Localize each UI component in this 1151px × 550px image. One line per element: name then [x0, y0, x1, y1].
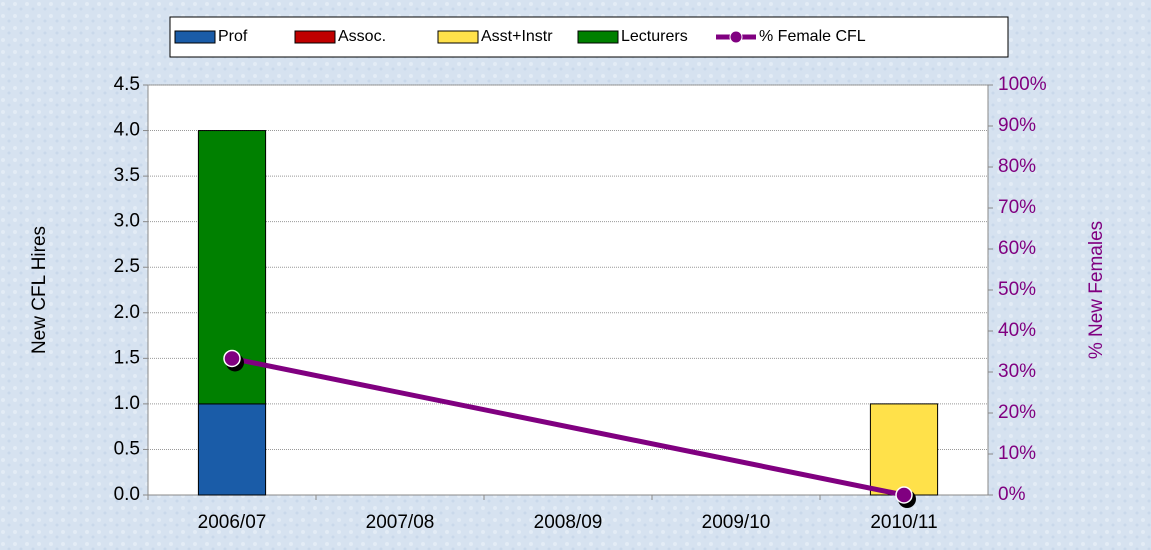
y2-tick-label: 50%: [998, 279, 1036, 300]
legend-swatch: [437, 30, 479, 44]
x-tick-label: 2007/08: [366, 512, 435, 533]
line: [231, 356, 905, 498]
y-tick-label: 3.5: [114, 165, 140, 186]
legend-swatch: [577, 30, 619, 44]
marker: [223, 349, 241, 368]
x-tick-label: 2006/07: [198, 512, 267, 533]
y2-tick-label: 60%: [998, 238, 1036, 259]
y2-tick-label: 0%: [998, 484, 1026, 505]
y2-axis-label: % New Females: [1086, 221, 1107, 359]
x-tick-label: 2008/09: [534, 512, 603, 533]
legend-label: Prof: [218, 28, 248, 45]
y2-tick-label: 10%: [998, 443, 1036, 464]
y2-tick-label: 40%: [998, 320, 1036, 341]
y2-tick-label: 30%: [998, 361, 1036, 382]
legend-swatch: [294, 30, 336, 44]
y-tick-label: 3.0: [114, 211, 140, 232]
y-axis-label: New CFL Hires: [29, 226, 50, 354]
y-tick-label: 0.5: [114, 438, 140, 459]
y-tick-label: 1.0: [114, 393, 140, 414]
plot-area: [147, 84, 989, 496]
x-tick-label: 2009/10: [702, 512, 771, 533]
y-tick-label: 1.5: [114, 347, 140, 368]
y2-tick-label: 90%: [998, 115, 1036, 136]
y2-tick-label: 20%: [998, 402, 1036, 423]
y-tick-label: 4.5: [114, 74, 140, 95]
legend-swatch: [174, 30, 216, 44]
legend-label: Asst+Instr: [481, 28, 553, 45]
legend-label: Lecturers: [621, 28, 688, 45]
legend-label: Assoc.: [338, 28, 386, 45]
y2-tick-label: 100%: [998, 74, 1047, 95]
legend-label: % Female CFL: [759, 28, 866, 45]
bar: [869, 403, 939, 496]
y-tick-label: 4.0: [114, 120, 140, 141]
y2-tick-label: 80%: [998, 156, 1036, 177]
x-tick-label: 2010/11: [870, 512, 937, 533]
y-tick-label: 0.0: [114, 484, 140, 505]
legend-swatch: [729, 30, 743, 44]
marker: [895, 486, 913, 504]
y-tick-label: 2.5: [114, 256, 140, 277]
y2-tick-label: 70%: [998, 197, 1036, 218]
bar: [197, 403, 267, 496]
y-tick-label: 2.0: [114, 302, 140, 323]
